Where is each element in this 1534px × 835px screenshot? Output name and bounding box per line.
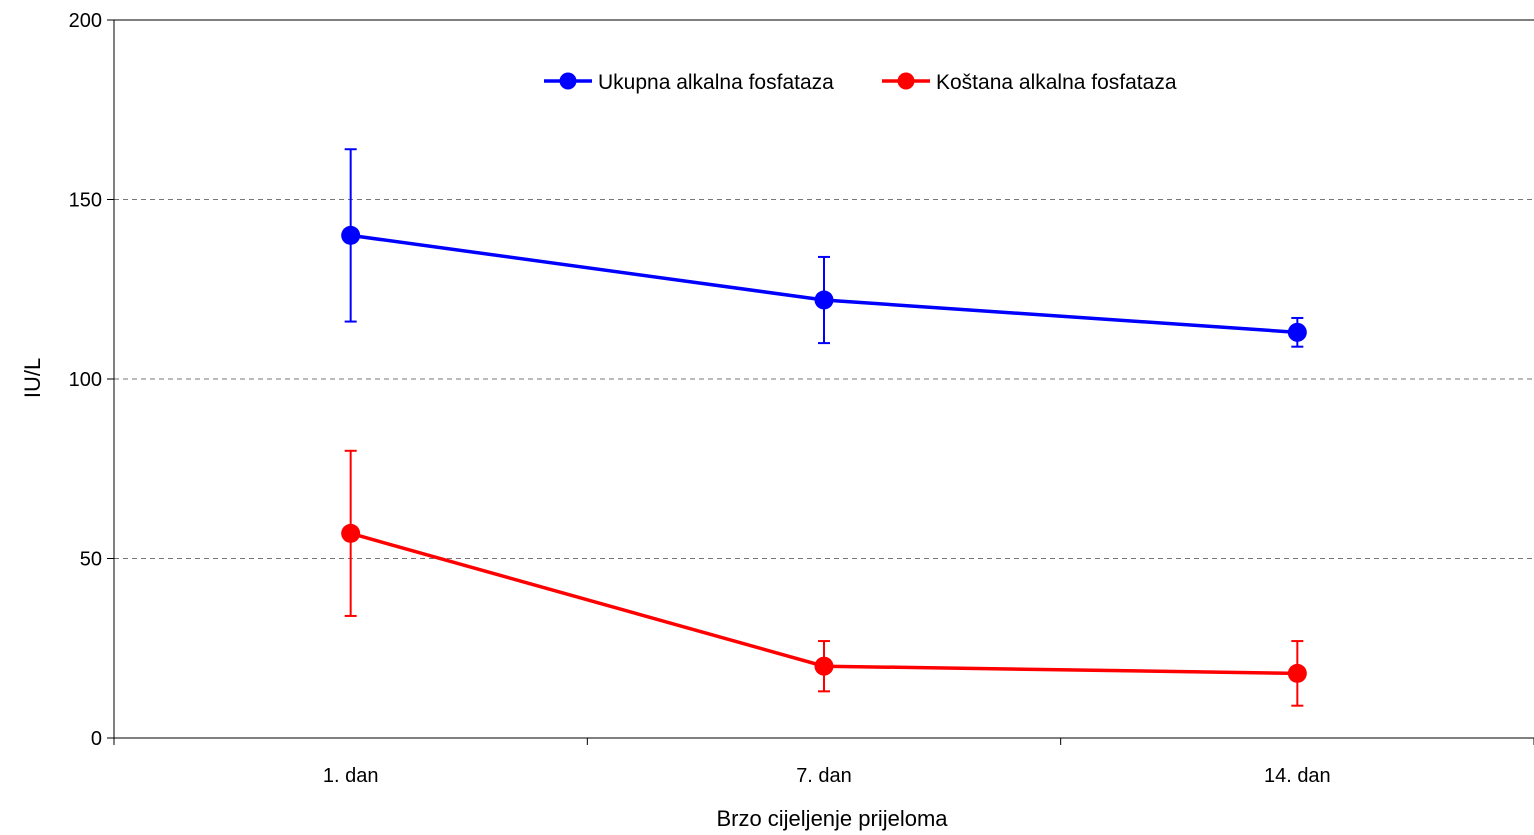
- y-tick-label: 200: [69, 10, 102, 32]
- x-tick-label: 14. dan: [1264, 765, 1331, 787]
- legend-label: Ukupna alkalna fosfataza: [598, 71, 834, 94]
- legend-item-2: Koštana alkalna fosfataza: [882, 71, 1177, 94]
- x-tick-label: 7. dan: [796, 765, 852, 787]
- series-2: [341, 449, 1307, 707]
- data-point: [341, 225, 361, 245]
- y-tick-label: 0: [91, 728, 102, 750]
- x-tick-label: 1. dan: [323, 765, 379, 787]
- y-axis-label: IU/L: [20, 358, 45, 398]
- legend-swatch-marker: [897, 72, 915, 90]
- series-group: [341, 148, 1307, 707]
- data-point: [341, 523, 361, 543]
- legend-label: Koštana alkalna fosfataza: [936, 71, 1177, 94]
- y-tick-label: 50: [80, 549, 102, 571]
- data-point: [1287, 322, 1307, 342]
- y-tick-label: 100: [69, 369, 102, 391]
- data-point: [1287, 663, 1307, 683]
- legend: Ukupna alkalna fosfataza Koštana alkalna …: [544, 71, 1177, 94]
- series-1: [341, 148, 1307, 348]
- axes: [107, 19, 1534, 745]
- legend-item-1: Ukupna alkalna fosfataza: [544, 71, 834, 94]
- data-point: [814, 290, 834, 310]
- legend-swatch-marker: [559, 72, 577, 90]
- tick-labels: 0 50 100 150 200 1. dan 7. dan 14. dan: [69, 10, 1331, 787]
- y-tick-label: 150: [69, 190, 102, 212]
- data-point: [814, 656, 834, 676]
- x-axis-label: Brzo cijeljenje prijeloma: [716, 806, 948, 831]
